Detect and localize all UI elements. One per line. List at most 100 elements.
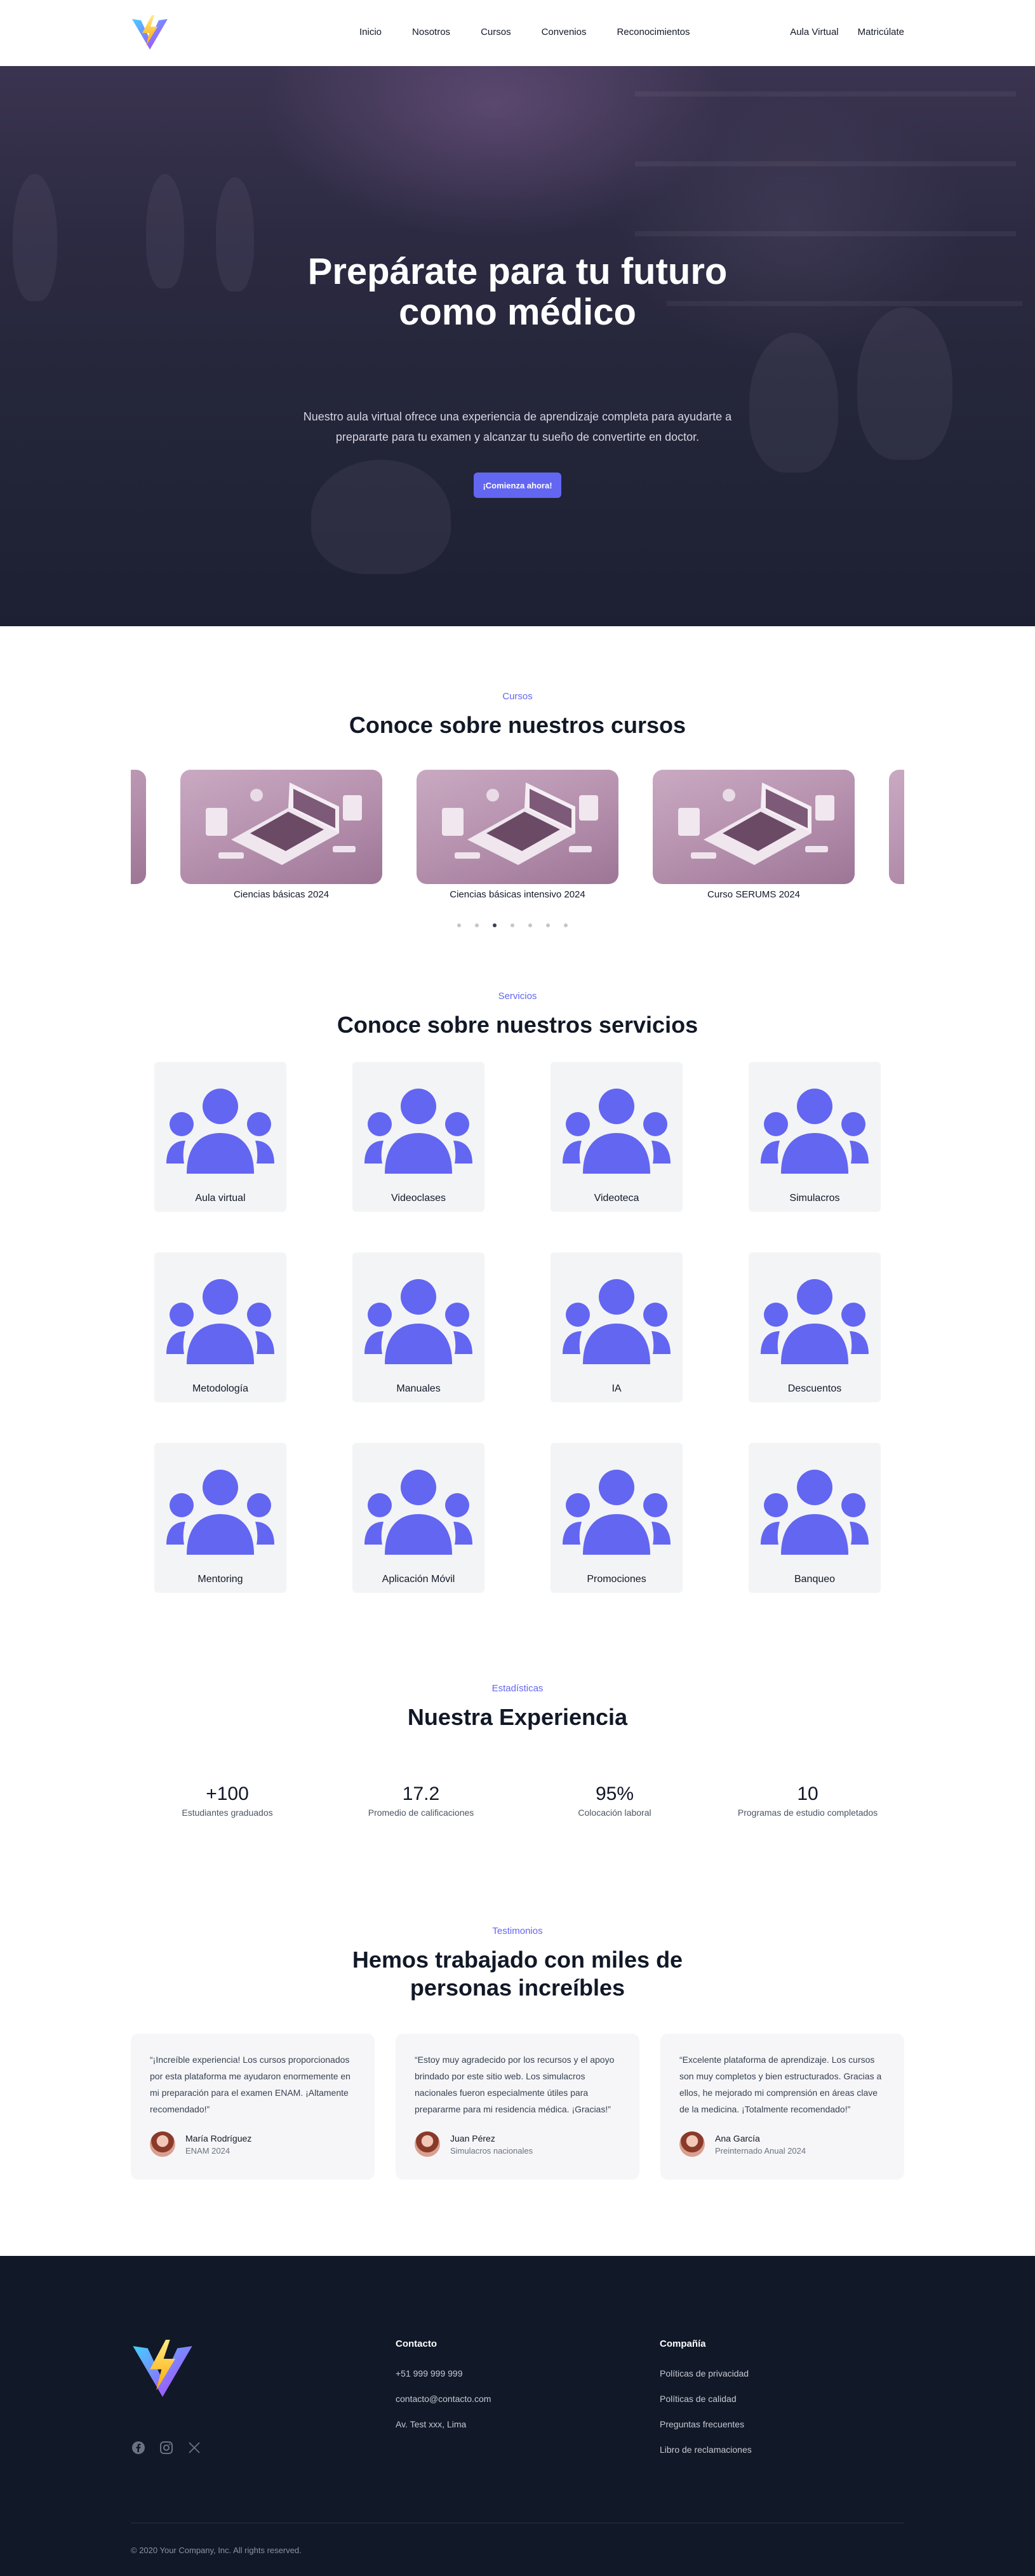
carousel-dot[interactable] — [564, 923, 568, 927]
testimonials-title-line2: personas increíbles — [410, 1975, 625, 2001]
contact-phone[interactable]: +51 999 999 999 — [396, 2368, 463, 2378]
courses-title: Conoce sobre nuestros cursos — [349, 712, 686, 738]
service-label: Aplicación Móvil — [382, 1574, 455, 1585]
users-group-icon — [563, 1089, 671, 1174]
users-group-icon — [166, 1470, 274, 1555]
stat-item: 17.2 Promedio de calificaciones — [326, 1783, 516, 1818]
course-title: Ciencias básicas 2024 — [233, 889, 330, 900]
avatar — [150, 2131, 175, 2157]
course-card-partial[interactable] — [131, 770, 146, 884]
service-card[interactable]: Mentoring — [154, 1443, 286, 1593]
users-group-icon — [364, 1470, 472, 1555]
testimonial-card: “Excelente plataforma de aprendizaje. Lo… — [660, 2034, 904, 2180]
carousel-dot[interactable] — [546, 923, 550, 927]
hero-bg-shelf — [635, 161, 1016, 166]
laptop-illustration-icon — [442, 782, 598, 865]
users-group-icon — [761, 1279, 869, 1364]
logo-icon[interactable] — [131, 2336, 194, 2401]
nav-actions: Aula Virtual Matricúlate — [790, 27, 904, 37]
x-twitter-icon[interactable] — [187, 2440, 202, 2455]
nav-cursos[interactable]: Cursos — [481, 27, 511, 37]
laptop-illustration-icon — [678, 782, 834, 865]
stat-value: 17.2 — [402, 1783, 440, 1804]
service-card[interactable]: Aula virtual — [154, 1062, 286, 1212]
testimonial-author: María Rodríguez ENAM 2024 — [150, 2131, 251, 2157]
facebook-icon[interactable] — [131, 2440, 146, 2455]
copyright: © 2020 Your Company, Inc. All rights res… — [131, 2546, 302, 2555]
course-image — [131, 770, 146, 884]
hero-section: Prepárate para tu futuro como médico Nue… — [0, 66, 1035, 626]
users-group-icon — [563, 1470, 671, 1555]
courses-section: Cursos Conoce sobre nuestros cursos — [0, 626, 1035, 956]
quality-link[interactable]: Políticas de calidad — [660, 2394, 737, 2404]
contact-email[interactable]: contacto@contacto.com — [396, 2394, 491, 2404]
matriculate-link[interactable]: Matricúlate — [857, 27, 904, 37]
service-card[interactable]: Manuales — [352, 1252, 484, 1402]
users-group-icon — [166, 1279, 274, 1364]
carousel-dot[interactable] — [475, 923, 479, 927]
course-image — [417, 770, 618, 884]
testimonial-quote: “Estoy muy agradecido por los recursos y… — [415, 2055, 615, 2114]
course-image — [180, 770, 382, 884]
carousel-dot-active[interactable] — [493, 923, 497, 927]
testimonial-author: Juan Pérez Simulacros nacionales — [415, 2131, 533, 2157]
stats-section: Estadísticas Nuestra Experiencia +100 Es… — [0, 1655, 1035, 1888]
instagram-icon[interactable] — [159, 2440, 174, 2455]
stat-item: +100 Estudiantes graduados — [132, 1783, 323, 1818]
service-card[interactable]: Aplicación Móvil — [352, 1443, 484, 1593]
course-card-partial[interactable] — [889, 770, 904, 884]
course-card[interactable]: Ciencias básicas 2024 — [180, 770, 382, 900]
carousel-dot[interactable] — [511, 923, 514, 927]
contact-address: Av. Test xxx, Lima — [396, 2419, 467, 2429]
author-name: María Rodríguez — [185, 2133, 252, 2143]
stat-label: Colocación laboral — [578, 1808, 651, 1818]
service-card[interactable]: Metodología — [154, 1252, 286, 1402]
hero-subtitle: Nuestro aula virtual ofrece una experien… — [303, 410, 732, 443]
laptop-illustration-icon — [206, 782, 362, 865]
service-card[interactable]: Banqueo — [749, 1443, 881, 1593]
nav-inicio[interactable]: Inicio — [359, 27, 382, 37]
main-nav: Inicio Nosotros Cursos Convenios Reconoc… — [359, 27, 721, 37]
service-card[interactable]: Videoteca — [551, 1062, 683, 1212]
carousel-dot[interactable] — [528, 923, 532, 927]
service-card[interactable]: IA — [551, 1252, 683, 1402]
nav-nosotros[interactable]: Nosotros — [412, 27, 451, 37]
service-card[interactable]: Descuentos — [749, 1252, 881, 1402]
contact-heading: Contacto — [396, 2338, 437, 2349]
faq-link[interactable]: Preguntas frecuentes — [660, 2419, 745, 2429]
author-role: ENAM 2024 — [185, 2145, 230, 2156]
avatar — [679, 2131, 705, 2157]
testimonial-quote: “¡Increíble experiencia! Los cursos prop… — [150, 2055, 351, 2114]
course-card[interactable]: Ciencias básicas intensivo 2024 — [417, 770, 618, 900]
start-now-button[interactable]: ¡Comienza ahora! — [474, 473, 561, 498]
service-card[interactable]: Videoclases — [352, 1062, 484, 1212]
service-label: Manuales — [396, 1383, 441, 1394]
hero-bg-figure — [311, 460, 451, 574]
service-card[interactable]: Promociones — [551, 1443, 683, 1593]
courses-carousel[interactable]: Ciencias básicas 2024 Ciencias básicas i… — [131, 770, 904, 909]
aula-virtual-link[interactable]: Aula Virtual — [790, 27, 839, 37]
nav-reconocimientos[interactable]: Reconocimientos — [617, 27, 690, 37]
service-card[interactable]: Simulacros — [749, 1062, 881, 1212]
course-image — [653, 770, 855, 884]
stat-value: 95% — [595, 1783, 634, 1804]
users-group-icon — [761, 1089, 869, 1174]
avatar — [415, 2131, 440, 2157]
carousel-dot[interactable] — [457, 923, 461, 927]
complaints-link[interactable]: Libro de reclamaciones — [660, 2445, 752, 2455]
service-label: Aula virtual — [195, 1193, 246, 1204]
hero-title: Prepárate para tu futuro como médico — [0, 252, 1035, 333]
footer-company: Compañía Políticas de privacidad Polític… — [660, 2338, 752, 2470]
stat-label: Estudiantes graduados — [182, 1808, 273, 1818]
nav-convenios[interactable]: Convenios — [541, 27, 587, 37]
stats-eyebrow: Estadísticas — [491, 1683, 544, 1694]
courses-eyebrow: Cursos — [502, 691, 533, 702]
privacy-link[interactable]: Políticas de privacidad — [660, 2368, 749, 2378]
author-name: Juan Pérez — [450, 2133, 495, 2143]
logo-icon[interactable] — [131, 14, 169, 51]
course-title: Curso SERUMS 2024 — [707, 889, 800, 900]
hero-bg-figure — [749, 333, 838, 473]
course-title: Ciencias básicas intensivo 2024 — [450, 889, 585, 900]
course-card[interactable]: Curso SERUMS 2024 — [653, 770, 855, 900]
social-links — [131, 2440, 202, 2455]
